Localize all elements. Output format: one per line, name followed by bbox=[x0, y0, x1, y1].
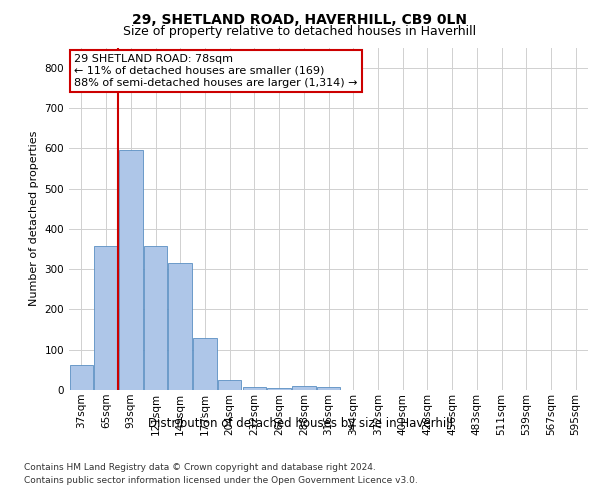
Text: 29, SHETLAND ROAD, HAVERHILL, CB9 0LN: 29, SHETLAND ROAD, HAVERHILL, CB9 0LN bbox=[133, 12, 467, 26]
Bar bbox=[193, 338, 217, 390]
Bar bbox=[94, 246, 118, 390]
Bar bbox=[242, 387, 266, 390]
Bar bbox=[317, 387, 340, 390]
Text: Contains public sector information licensed under the Open Government Licence v3: Contains public sector information licen… bbox=[24, 476, 418, 485]
Text: Size of property relative to detached houses in Haverhill: Size of property relative to detached ho… bbox=[124, 25, 476, 38]
Text: Distribution of detached houses by size in Haverhill: Distribution of detached houses by size … bbox=[148, 418, 452, 430]
Bar bbox=[70, 365, 93, 390]
Bar bbox=[169, 263, 192, 390]
Text: 29 SHETLAND ROAD: 78sqm
← 11% of detached houses are smaller (169)
88% of semi-d: 29 SHETLAND ROAD: 78sqm ← 11% of detache… bbox=[74, 54, 358, 88]
Bar bbox=[292, 386, 316, 390]
Y-axis label: Number of detached properties: Number of detached properties bbox=[29, 131, 39, 306]
Bar bbox=[119, 150, 143, 390]
Bar bbox=[144, 246, 167, 390]
Bar bbox=[218, 380, 241, 390]
Text: Contains HM Land Registry data © Crown copyright and database right 2024.: Contains HM Land Registry data © Crown c… bbox=[24, 462, 376, 471]
Bar bbox=[268, 388, 291, 390]
